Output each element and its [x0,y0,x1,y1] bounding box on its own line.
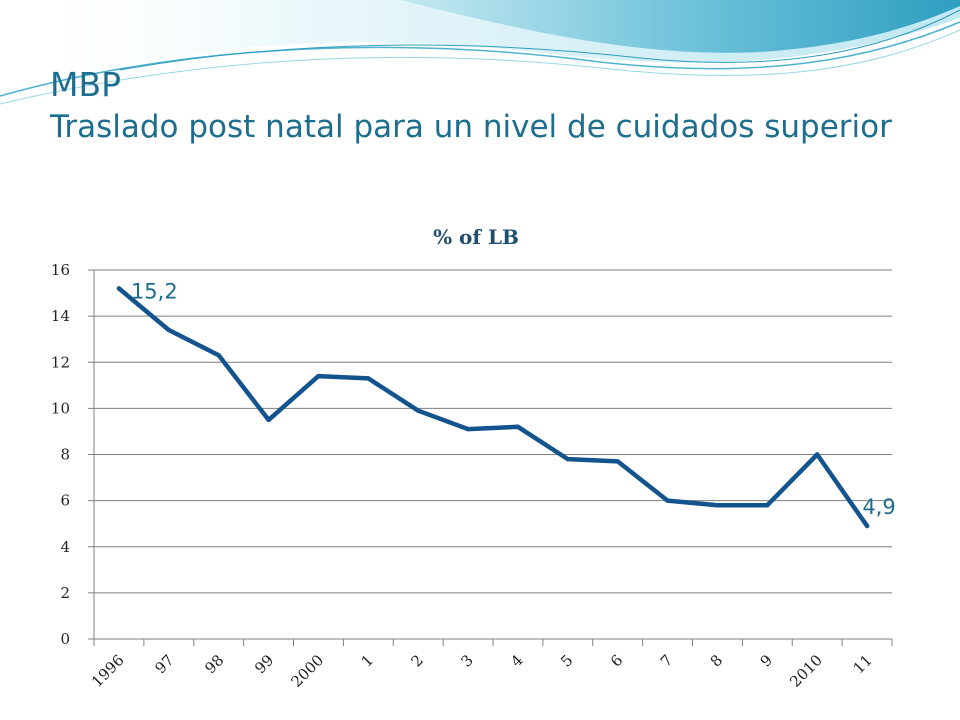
axes [88,269,893,646]
y-tick-label: 10 [51,399,70,417]
data-point [166,327,172,333]
data-point [864,523,870,529]
series-line [116,286,870,529]
x-tick-label: 2000 [288,651,328,691]
x-tick-label: 99 [251,651,277,677]
data-point [465,426,471,432]
x-tick-label: 1 [358,651,377,670]
data-point [515,424,521,430]
x-tick-label: 6 [607,651,626,670]
x-tick-label: 2 [408,651,427,670]
data-point [266,417,271,423]
y-axis-tick-labels: 0 2 4 6 8 10 12 14 16 [51,261,70,648]
data-point [665,498,670,503]
x-tick-label: 5 [557,651,576,670]
x-tick-label: 97 [151,651,177,677]
data-point [316,373,321,379]
data-point [715,503,720,508]
data-point [415,408,421,413]
x-tick-label: 2010 [786,651,826,691]
gridlines [94,269,892,594]
slide-title: MBP Traslado post natal para un nivel de… [50,64,930,148]
x-tick-label: 11 [850,651,876,677]
x-tick-label: 7 [657,651,676,670]
data-point [116,286,122,291]
x-tick-label: 4 [507,651,526,670]
y-tick-label: 8 [60,446,70,464]
x-axis-tick-labels: 1996 97 98 99 2000 1 2 3 4 5 6 7 8 9 2010 11 [88,651,876,691]
x-tick-label: 1996 [88,651,128,691]
series-layer [116,286,870,529]
x-tick-label: 98 [201,651,227,677]
data-point [366,376,371,381]
y-tick-label: 4 [60,538,70,556]
slide-title-line2: Traslado post natal para un nivel de cui… [50,109,892,145]
data-point [615,459,620,464]
y-tick-label: 16 [51,261,70,279]
data-label: 15,2 [131,279,178,303]
data-point [814,452,820,457]
y-tick-label: 2 [60,584,70,602]
data-point [765,503,770,508]
y-tick-label: 14 [51,307,70,325]
x-tick-label: 9 [757,651,776,670]
data-point [565,456,571,462]
x-tick-label: 3 [457,651,476,670]
data-point [216,353,221,358]
y-tick-label: 12 [51,353,70,371]
y-tick-label: 6 [60,492,70,510]
y-tick-label: 0 [60,630,70,648]
chart-title: % of LB [433,225,519,249]
data-label: 4,9 [862,495,895,519]
x-tick-label: 8 [707,651,726,670]
slide-title-line1: MBP [50,65,122,104]
data-labels: 15,2 4,9 [131,279,896,519]
